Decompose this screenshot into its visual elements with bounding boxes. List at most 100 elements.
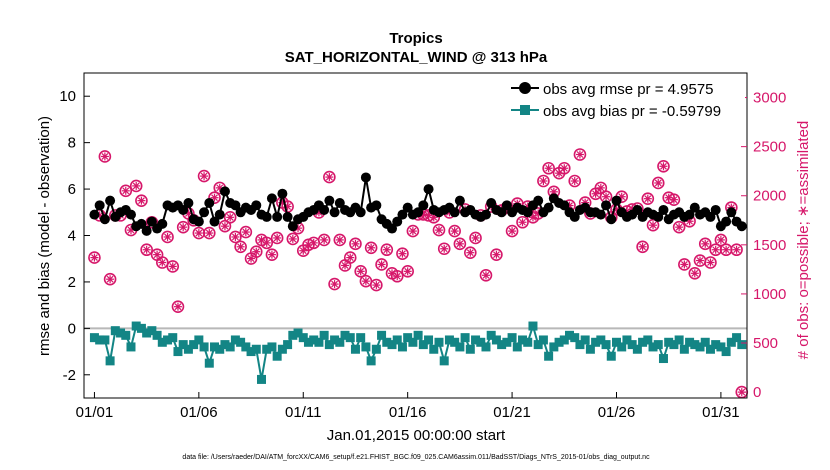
obs-count-marker xyxy=(406,224,420,238)
obs-count-marker xyxy=(218,219,232,233)
obs-assimilated-star xyxy=(492,251,500,259)
obs-assimilated-star xyxy=(153,251,161,259)
bias-point xyxy=(309,335,319,345)
rmse-point xyxy=(601,200,612,211)
bias-point xyxy=(121,330,131,340)
rmse-point xyxy=(653,211,664,222)
bias-point xyxy=(658,354,668,364)
rmse-point xyxy=(266,193,277,204)
rmse-point xyxy=(157,218,168,229)
bias-point xyxy=(147,326,157,336)
bias-point xyxy=(580,335,590,345)
obs-assimilated-star xyxy=(508,227,516,235)
obs-possible-circle xyxy=(636,240,649,254)
bias-point xyxy=(335,337,345,347)
obs-assimilated-star xyxy=(252,248,260,256)
obs-count-marker xyxy=(343,251,357,264)
obs-possible-circle xyxy=(672,220,686,234)
obs-assimilated-star xyxy=(649,221,657,229)
bias-point xyxy=(361,342,371,352)
y-right-tick-label: 2500 xyxy=(753,139,786,156)
obs-assimilated-star xyxy=(472,234,479,242)
obs-count-marker xyxy=(537,174,550,188)
bias-point xyxy=(189,340,199,350)
bias-point xyxy=(726,337,736,347)
obs-possible-circle xyxy=(88,251,101,264)
bias-point xyxy=(679,344,689,354)
obs-possible-circle xyxy=(286,232,300,246)
rmse-point xyxy=(721,216,732,227)
obs-assimilated-star xyxy=(158,259,166,266)
rmse-point xyxy=(141,225,152,236)
bias-point xyxy=(554,337,564,347)
rmse-point xyxy=(146,216,157,227)
obs-possible-circle xyxy=(208,191,221,204)
bias-point xyxy=(236,337,246,347)
obs-assimilated-star xyxy=(519,218,526,226)
rmse-point xyxy=(282,211,293,222)
bias-point xyxy=(220,340,230,350)
obs-possible-circle xyxy=(568,174,582,188)
obs-count-marker xyxy=(704,256,717,269)
bias-point xyxy=(455,342,465,352)
bias-point xyxy=(131,321,141,331)
obs-assimilated-star xyxy=(654,179,662,187)
obs-count-marker xyxy=(479,268,493,282)
rmse-point xyxy=(522,207,533,218)
obs-possible-circle xyxy=(229,230,242,244)
rmse-point xyxy=(272,211,283,222)
obs-assimilated-star xyxy=(294,224,302,232)
bias-point xyxy=(690,340,700,350)
obs-count-marker xyxy=(490,248,503,261)
bias-point xyxy=(126,342,136,352)
obs-count-marker xyxy=(557,161,571,175)
bias-point xyxy=(518,335,528,345)
bias-point xyxy=(611,337,621,347)
obs-assimilated-star xyxy=(221,222,229,230)
bias-point xyxy=(523,337,533,347)
bias-point xyxy=(403,333,413,343)
obs-assimilated-star xyxy=(143,246,151,254)
rmse-point xyxy=(125,209,136,220)
bias-point xyxy=(591,337,601,347)
obs-possible-circle xyxy=(667,193,681,206)
obs-count-marker xyxy=(354,265,367,278)
bias-point xyxy=(575,340,585,350)
obs-possible-circle xyxy=(490,248,503,261)
bias-point xyxy=(283,340,293,350)
bias-point xyxy=(136,323,146,333)
obs-count-marker xyxy=(192,226,206,240)
bias-point xyxy=(632,344,642,354)
obs-possible-circle xyxy=(448,224,461,238)
obs-count-marker xyxy=(693,254,707,267)
obs-assimilated-star xyxy=(101,153,109,160)
obs-assimilated-star xyxy=(367,244,375,252)
obs-possible-circle xyxy=(714,233,728,247)
obs-possible-circle xyxy=(505,224,519,238)
obs-count-marker xyxy=(698,237,712,251)
rmse-point xyxy=(559,200,570,211)
bias-point xyxy=(528,321,538,331)
rmse-point xyxy=(199,207,210,218)
obs-count-marker xyxy=(370,278,383,292)
obs-count-marker xyxy=(453,237,467,251)
obs-count-marker xyxy=(651,176,665,190)
obs-assimilated-star xyxy=(701,240,709,248)
bias-point xyxy=(601,340,611,350)
rmse-point xyxy=(413,207,424,218)
x-tick-label: 01/26 xyxy=(598,404,636,421)
bias-point xyxy=(559,335,569,345)
obs-assimilated-star xyxy=(336,236,344,244)
bias-point xyxy=(298,333,308,343)
obs-count-marker xyxy=(641,192,655,205)
obs-assimilated-star xyxy=(529,213,537,221)
obs-assimilated-star xyxy=(644,195,652,203)
bias-point xyxy=(570,333,580,343)
obs-possible-circle xyxy=(698,237,712,251)
bias-point xyxy=(319,330,329,340)
bias-point xyxy=(382,337,392,347)
obs-assimilated-star xyxy=(435,226,443,234)
bias-point xyxy=(392,335,402,345)
rmse-point xyxy=(261,211,272,222)
x-tick-label: 01/06 xyxy=(180,404,218,421)
